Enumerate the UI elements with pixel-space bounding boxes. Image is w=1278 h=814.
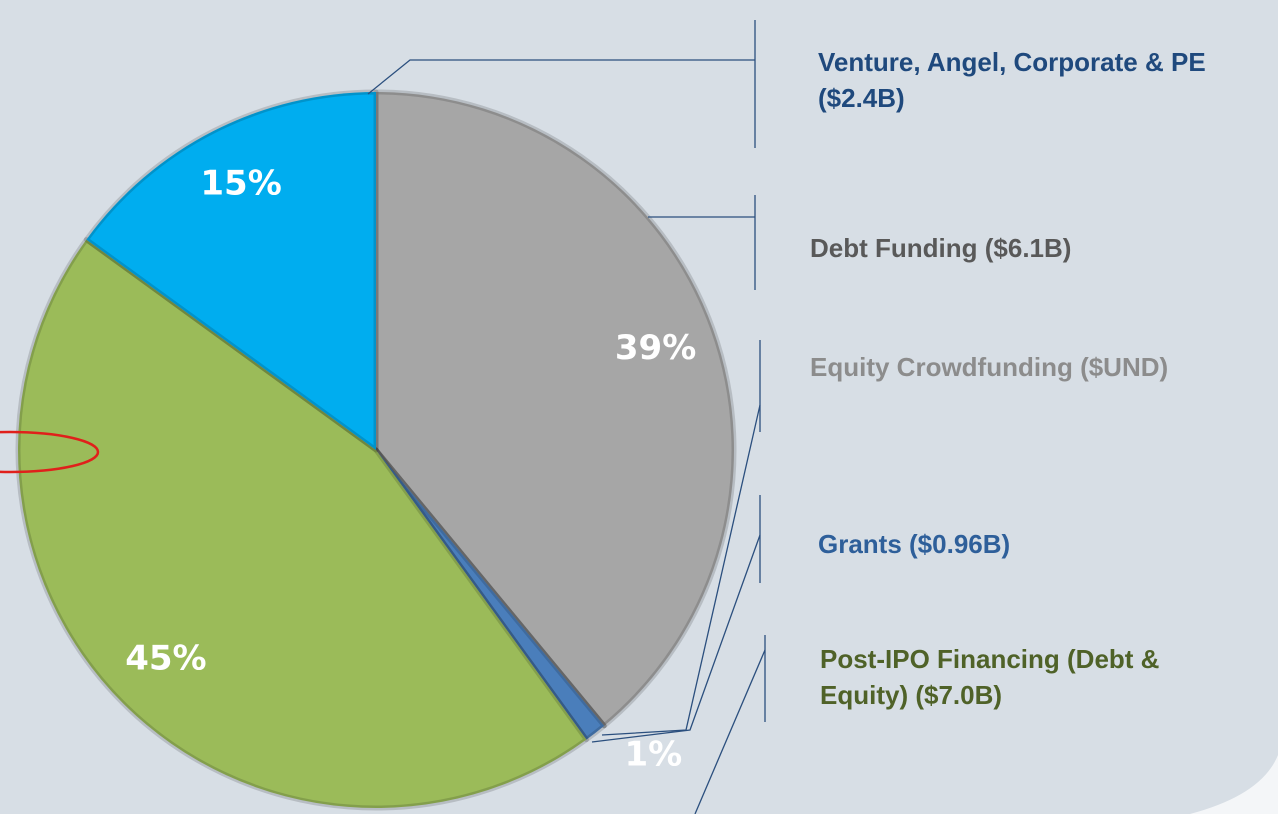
pie-slice <box>373 89 737 729</box>
data-label: 15% <box>200 164 281 204</box>
legend-entry: Venture, Angel, Corporate & PE ($2.4B) <box>818 47 1206 113</box>
data-label: 39% <box>615 328 696 368</box>
legend-entry: Equity Crowdfunding ($UND) <box>810 352 1169 382</box>
pie-slice <box>15 237 589 811</box>
legend-entry: Post-IPO Financing (Debt & Equity) ($7.0… <box>820 644 1160 710</box>
leader-line <box>591 534 761 743</box>
pie-slice <box>83 89 379 453</box>
legend-entry: Grants ($0.96B) <box>818 529 1011 559</box>
leader-lines <box>367 20 766 814</box>
legend-entry: Debt Funding ($6.1B) <box>810 233 1072 263</box>
data-label: 1% <box>624 734 682 774</box>
leader-line <box>367 59 755 95</box>
data-label: 45% <box>125 639 206 679</box>
highlight-ellipse <box>0 430 100 474</box>
page-curl <box>1190 755 1278 814</box>
pie-slice <box>373 447 607 743</box>
pie: 39% 1% 45% 15% <box>15 89 737 811</box>
leader-line <box>694 649 766 814</box>
